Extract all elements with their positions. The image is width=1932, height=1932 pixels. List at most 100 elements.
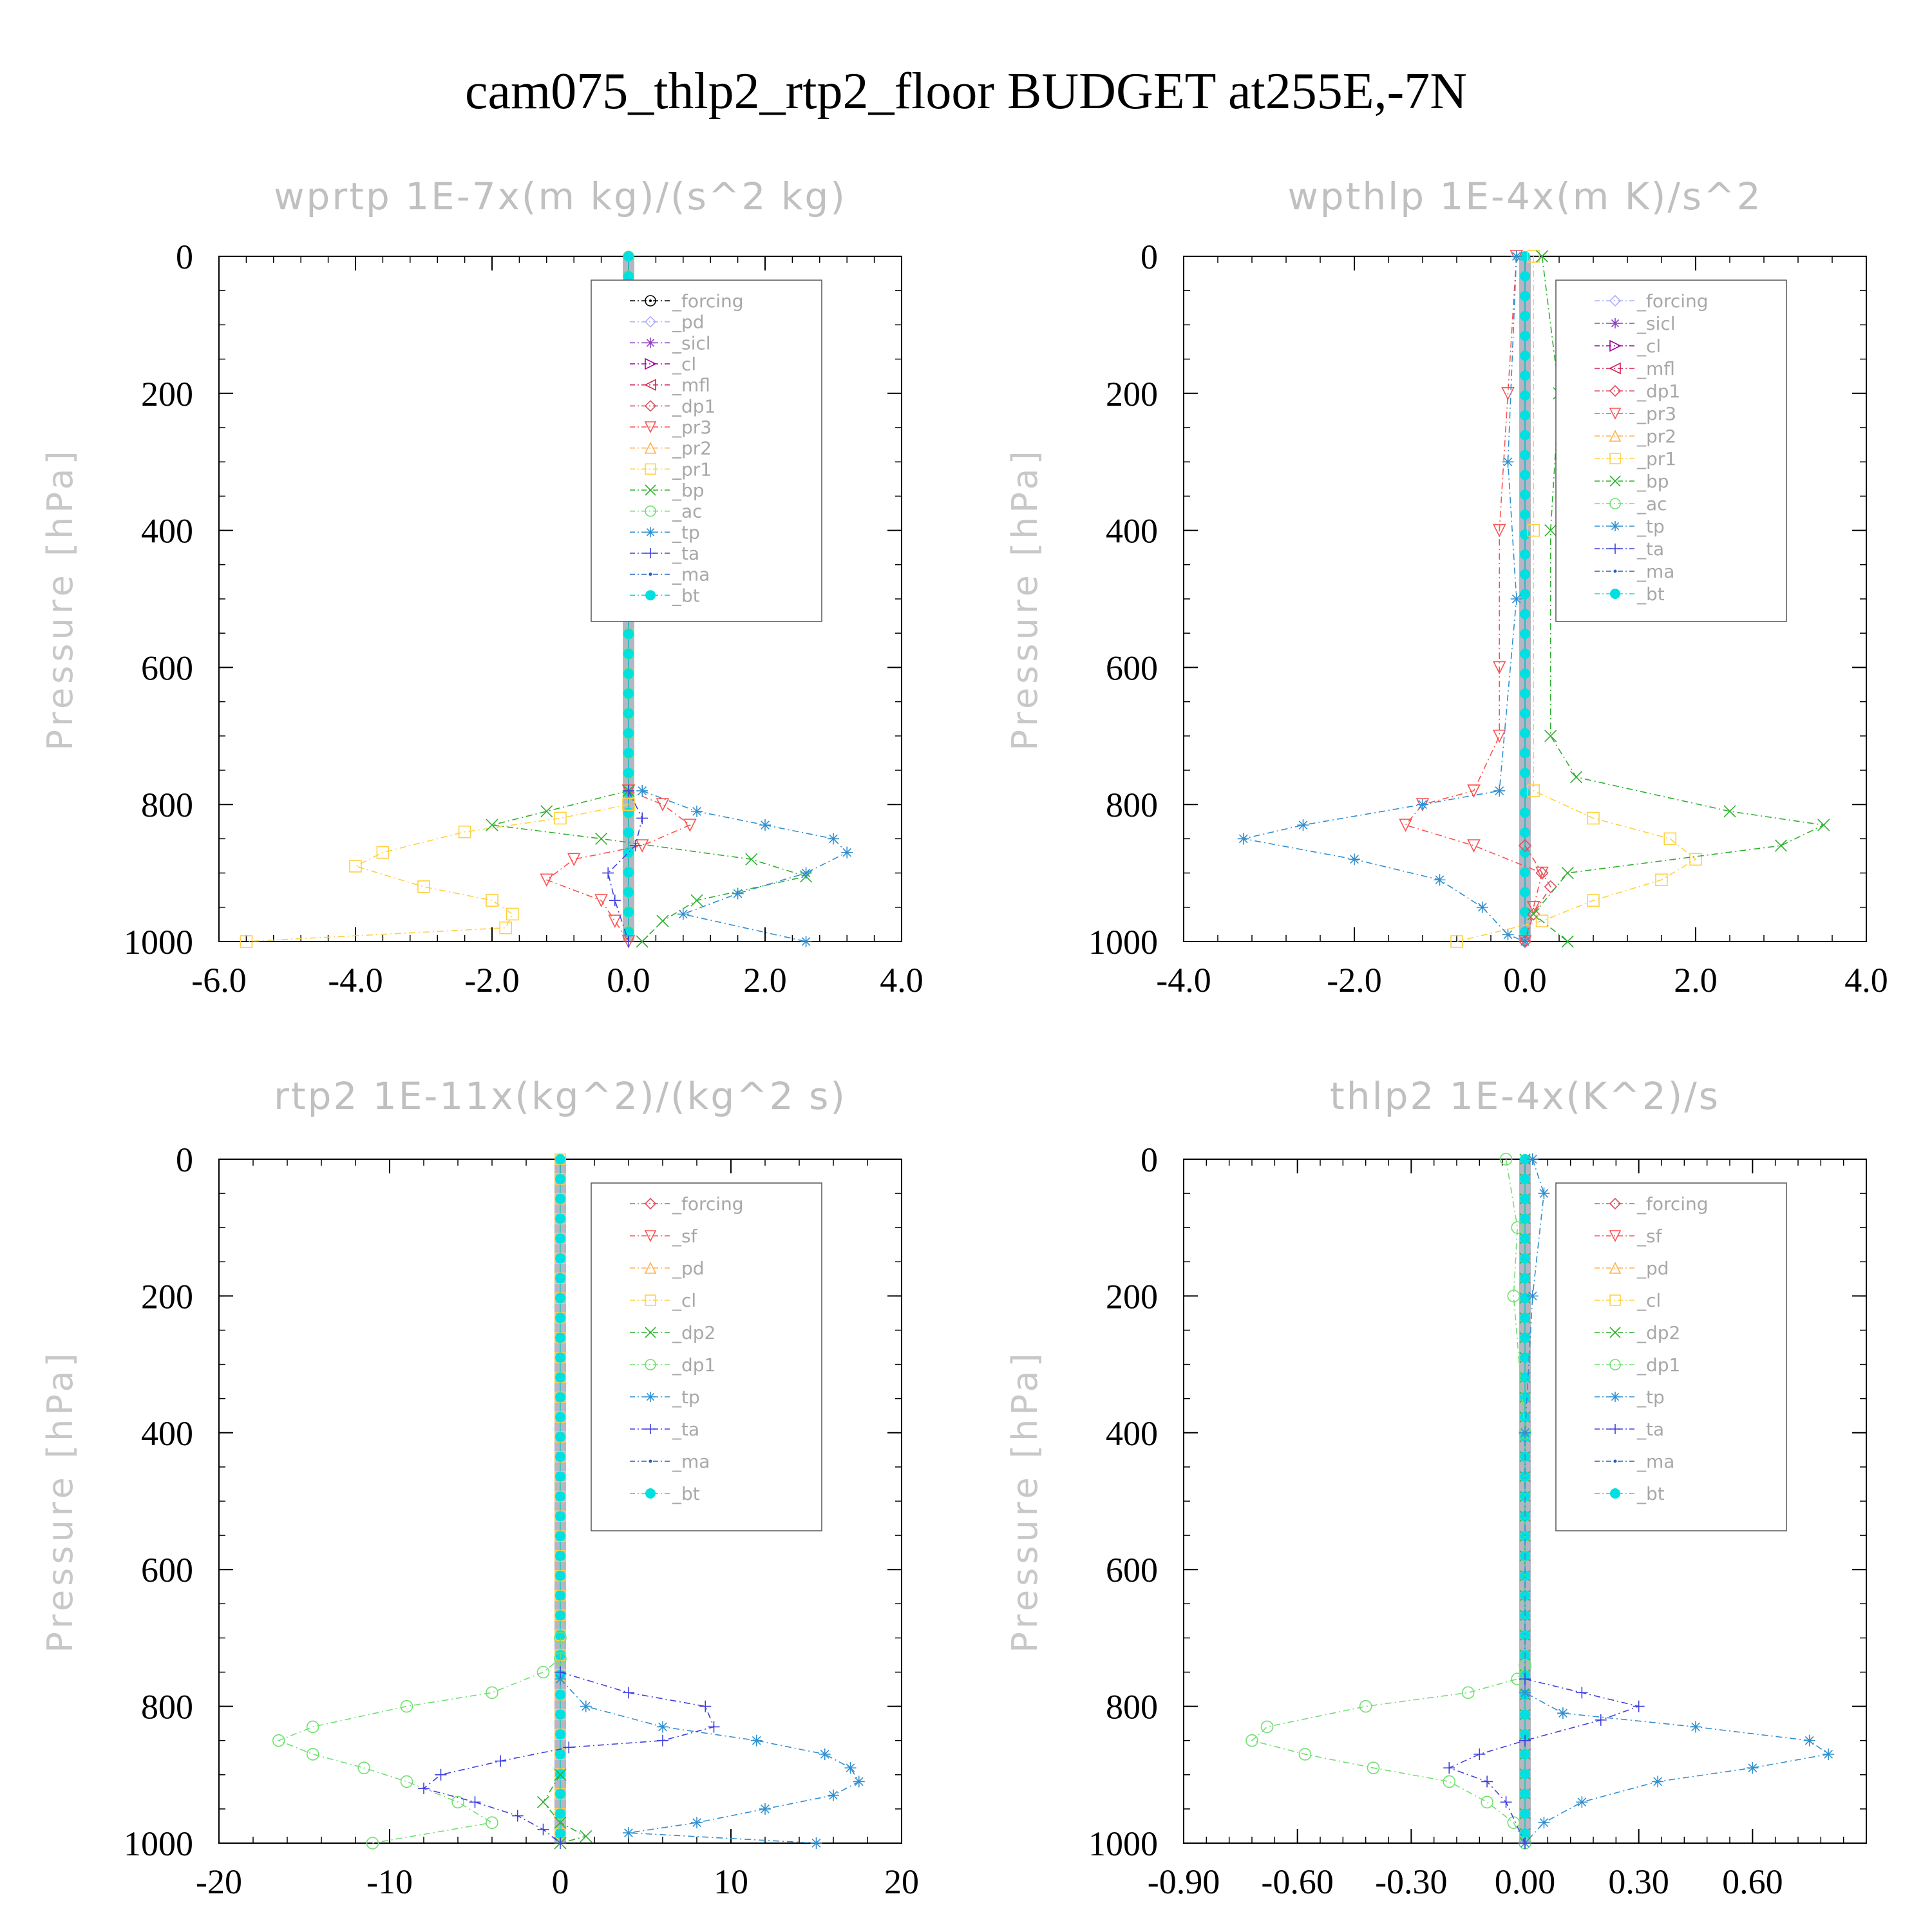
legend-entry: _ac [1595, 493, 1667, 515]
data-point [828, 1789, 839, 1801]
legend-label: _dp1 [672, 1354, 715, 1376]
data-point [1527, 250, 1540, 263]
series-pr1 [240, 798, 635, 948]
legend-label: _sicl [672, 332, 711, 354]
data-point [1544, 730, 1557, 743]
data-point [1561, 867, 1574, 880]
legend-entry: _ta [630, 1419, 699, 1440]
legend-swatch-marker [1609, 1294, 1621, 1306]
series-ta [418, 1666, 720, 1849]
data-point [554, 1631, 567, 1645]
data-point [1561, 935, 1574, 948]
data-point [1663, 832, 1677, 846]
legend-box [1555, 1182, 1787, 1531]
data-point [376, 846, 390, 859]
legend-swatch-marker [1609, 430, 1622, 442]
data-point [1526, 1153, 1539, 1165]
data-point [1245, 1734, 1258, 1747]
data-point [536, 1665, 550, 1679]
legend-label: _dp2 [672, 1322, 715, 1343]
legend-entry: _dp2 [1595, 1322, 1680, 1343]
legend-swatch-marker [1609, 1230, 1622, 1242]
y-axis-title: Pressure [hPa] [40, 1349, 80, 1653]
y-tick-label: 400 [141, 512, 193, 551]
data-point [1723, 805, 1736, 818]
figure-title: cam075_thlp2_rtp2_floor BUDGET at255E,-7… [465, 63, 1467, 120]
legend-swatch-marker [645, 357, 657, 370]
y-tick-label: 0 [176, 1141, 193, 1179]
y-tick-label: 800 [141, 786, 193, 824]
panel-title: wprtp 1E-7x(m kg)/(s^2 kg) [274, 175, 847, 218]
legend-swatch-marker [1610, 1488, 1620, 1499]
data-point [511, 1810, 524, 1822]
x-tick-label: 0.0 [607, 961, 650, 999]
data-point [595, 832, 608, 845]
legend-swatch-marker [644, 1230, 657, 1242]
legend-swatch-marker [1609, 498, 1621, 509]
legend-label: _pr3 [1636, 403, 1676, 424]
data-point [1817, 819, 1830, 831]
data-point [1237, 833, 1249, 845]
data-point [657, 1734, 668, 1747]
legend: _forcing_pd_sicl_cl_mfl_dp1_pr3_pr2_pr1_… [591, 279, 822, 622]
data-point [800, 867, 812, 879]
legend-label: _pd [1636, 1258, 1669, 1279]
series-line [607, 790, 643, 942]
legend-swatch-marker [1609, 453, 1621, 464]
legend-label: _pr1 [1636, 448, 1676, 469]
x-tick-label: -6.0 [191, 961, 246, 999]
data-point [623, 1687, 634, 1699]
data-point [1434, 874, 1446, 886]
data-point [1538, 1188, 1550, 1200]
legend-entry: _ma [630, 1451, 710, 1472]
legend-swatch-marker [649, 573, 652, 576]
legend-entry: _bp [1595, 471, 1669, 492]
x-tick-label: -20 [196, 1862, 242, 1901]
y-tick-label: 1000 [124, 1824, 193, 1863]
data-point [1633, 1700, 1645, 1712]
legend-entry: _pd [630, 1258, 705, 1279]
legend-label: _bt [672, 1483, 700, 1504]
legend: _forcing _sf _pd _cl _dp2 _dp1 _tp _ta _ma _bt [591, 1182, 822, 1531]
data-point [1476, 901, 1488, 913]
legend-swatch-marker [1609, 1327, 1621, 1338]
legend-swatch-marker [645, 505, 656, 517]
legend-label: _dp1 [1636, 1354, 1680, 1376]
legend-label: _cl [1636, 336, 1661, 357]
series-line [422, 1671, 715, 1844]
data-point [1467, 784, 1481, 798]
data-point [1367, 1761, 1380, 1774]
x-tick-label: 0.60 [1722, 1862, 1783, 1901]
y-tick-label: 800 [1106, 1688, 1158, 1727]
data-point [1511, 1221, 1524, 1234]
data-point [1569, 771, 1583, 784]
data-point [1349, 853, 1360, 866]
series-pr1 [1450, 250, 1702, 948]
legend-swatch-marker [1610, 1424, 1620, 1434]
x-tick-label: -0.60 [1261, 1862, 1333, 1901]
zero-profile-column [554, 1153, 566, 1843]
data-point [622, 798, 635, 811]
zero-profile-column [1519, 251, 1531, 942]
data-point [486, 1686, 498, 1700]
data-point [1492, 730, 1506, 743]
x-tick-label: 4.0 [1844, 961, 1888, 999]
data-point [656, 798, 670, 811]
y-tick-label: 1000 [1088, 1824, 1158, 1863]
x-tick-label: -2.0 [464, 961, 519, 999]
data-point [554, 1673, 566, 1685]
data-point [629, 840, 641, 852]
data-point [1587, 894, 1600, 907]
legend-swatch-marker [644, 379, 656, 391]
data-point [636, 784, 649, 797]
data-point [800, 936, 812, 947]
legend-label: _tp [672, 1387, 700, 1408]
legend: _forcing _sf _pd _cl _dp2 _dp1 _tp _ta _ma _bt [1555, 1182, 1787, 1531]
legend-label: _sf [1636, 1226, 1663, 1247]
data-point [400, 1775, 413, 1788]
data-point [608, 914, 622, 928]
y-tick-label: 1000 [1088, 923, 1158, 961]
legend-label: _mfl [1636, 358, 1675, 379]
data-point [1526, 901, 1540, 914]
legend-swatch-marker [644, 400, 657, 412]
